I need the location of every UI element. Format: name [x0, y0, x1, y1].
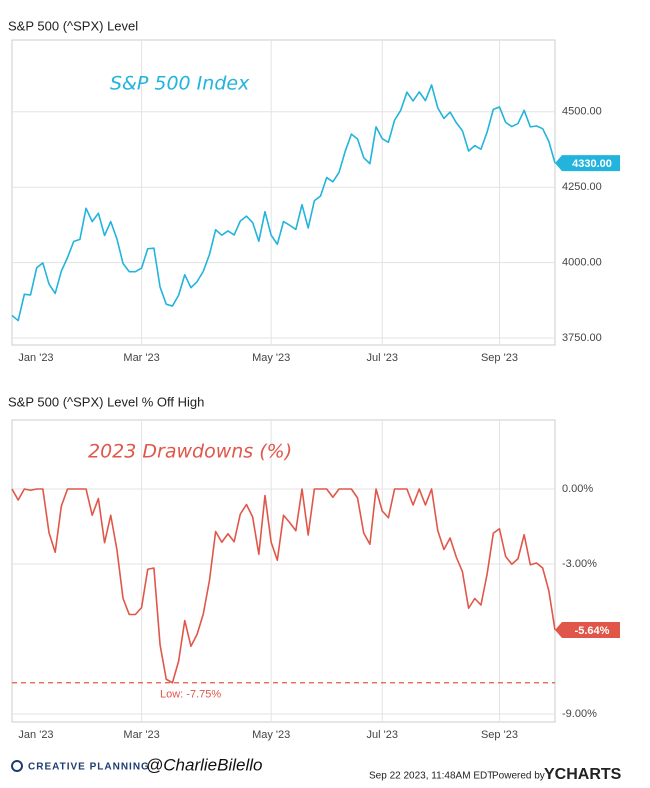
brand-icon — [11, 760, 23, 772]
x-tick-label: Jan '23 — [18, 729, 53, 741]
chart: S&P 500 (^SPX) Level % Off High 0.00% -3.0… — [8, 394, 620, 741]
line — [11, 84, 556, 322]
y-tick-label: 4250.00 — [562, 181, 602, 193]
vendor: YCHARTS — [544, 766, 622, 783]
chart-subtitle: S&P 500 Index — [110, 73, 250, 95]
timestamp: Sep 22 2023, 11:48AM EDT. — [369, 771, 495, 782]
x-tick-label: Jan '23 — [18, 352, 53, 364]
annotation-label: Low: -7.75% — [160, 689, 221, 701]
x-tick-label: Mar '23 — [123, 729, 159, 741]
x-tick-label: Jul '23 — [367, 352, 398, 364]
powered-by: Powered by — [492, 771, 545, 782]
chart-title: S&P 500 (^SPX) Level % Off High — [8, 394, 204, 409]
y-tick-label: -3.00% — [562, 558, 597, 570]
x-tick-label: Mar '23 — [123, 352, 159, 364]
value-tag-label: -5.64% — [575, 625, 610, 637]
line — [11, 488, 556, 684]
value-tag — [555, 622, 620, 638]
y-tick-label: 4500.00 — [562, 106, 602, 118]
x-tick-label: May '23 — [252, 729, 290, 741]
y-tick-label: 4000.00 — [562, 257, 602, 269]
x-tick-label: May '23 — [252, 352, 290, 364]
y-tick-label: 0.00% — [562, 483, 593, 495]
chart: S&P 500 (^SPX) Level 4500.00 4250.00 4000.0… — [8, 18, 620, 364]
handle: @CharlieBilello — [146, 755, 262, 774]
footer: CREATIVE PLANNING @CharlieBilello Sep 22… — [11, 755, 622, 783]
chart-subtitle: 2023 Drawdowns (%) — [88, 441, 292, 463]
value-tag-label: 4330.00 — [572, 158, 612, 170]
x-tick-label: Jul '23 — [367, 729, 398, 741]
x-tick-label: Sep '23 — [481, 352, 518, 364]
plot-area — [11, 419, 556, 723]
brand: CREATIVE PLANNING — [28, 762, 150, 773]
y-tick-label: 3750.00 — [562, 332, 602, 344]
plot-area — [11, 39, 556, 346]
x-tick-label: Sep '23 — [481, 729, 518, 741]
value-tag — [555, 155, 620, 172]
y-tick-label: -9.00% — [562, 708, 597, 720]
chart-title: S&P 500 (^SPX) Level — [8, 18, 138, 33]
